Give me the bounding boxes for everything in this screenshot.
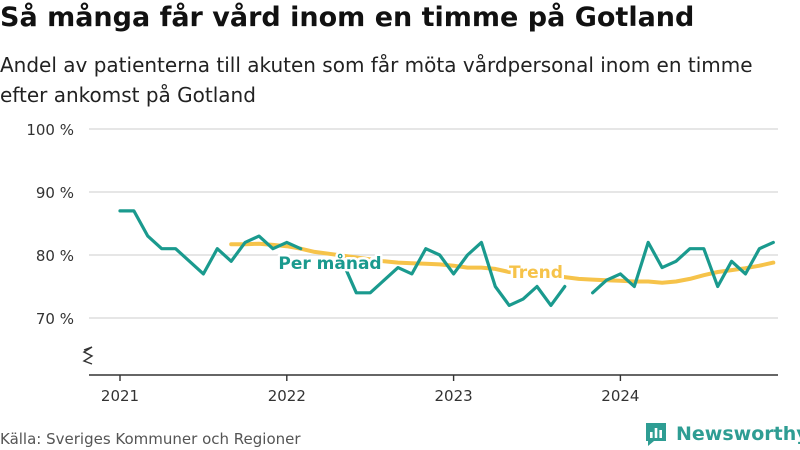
brand-logo: Newsworthy: [644, 419, 800, 449]
x-axis-ticks: 2021 2022 2023 2024: [101, 375, 639, 405]
y-axis-ticks: 70 % 80 % 90 % 100 %: [26, 121, 74, 328]
chart-subtitle: Andel av patienterna till akuten som får…: [0, 53, 753, 107]
y-tick-label: 70 %: [36, 310, 74, 328]
series-line: [340, 240, 567, 307]
brand-name: Newsworthy: [676, 423, 800, 445]
trend-series: [229, 241, 776, 285]
series-label: Per månad: [278, 252, 381, 274]
x-tick-label: 2023: [435, 387, 473, 405]
series-line: [229, 241, 776, 285]
x-axis: [82, 346, 778, 376]
chart-title: Så många får vård inom en timme på Gotla…: [0, 2, 695, 33]
x-tick-label: 2022: [268, 387, 306, 405]
series-line: [118, 209, 303, 276]
y-tick-label: 80 %: [36, 247, 74, 265]
x-tick-label: 2021: [101, 387, 139, 405]
source-note: Källa: Sveriges Kommuner och Regioner: [0, 430, 301, 448]
y-axis-break-icon: [82, 346, 94, 365]
monthly-series: [118, 209, 775, 307]
y-tick-label: 90 %: [36, 184, 74, 202]
series-label: Trend: [509, 263, 563, 283]
y-tick-label: 100 %: [26, 121, 74, 139]
series-line: [591, 240, 775, 295]
series-labels: Per månad Trend: [276, 250, 566, 286]
x-tick-label: 2024: [601, 387, 639, 405]
newsworthy-logo-icon: [646, 423, 666, 446]
gridlines: [89, 128, 778, 319]
